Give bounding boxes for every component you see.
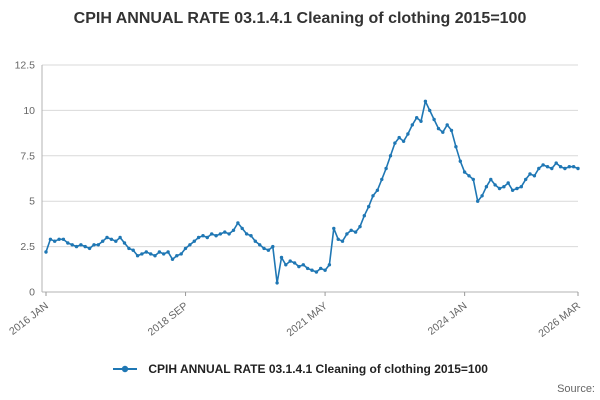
legend-line-marker-icon xyxy=(113,365,138,373)
svg-text:5: 5 xyxy=(29,196,35,208)
svg-text:10: 10 xyxy=(23,105,35,117)
svg-text:2024 JAN: 2024 JAN xyxy=(426,300,470,338)
legend-label: CPIH ANNUAL RATE 03.1.4.1 Cleaning of cl… xyxy=(148,362,488,376)
svg-text:2018 SEP: 2018 SEP xyxy=(146,300,191,339)
chart-title-text: CPIH ANNUAL RATE 03.1.4.1 Cleaning of cl… xyxy=(73,10,527,27)
svg-text:2026 MAR: 2026 MAR xyxy=(536,300,583,340)
svg-text:7.5: 7.5 xyxy=(20,150,35,162)
svg-text:2016 JAN: 2016 JAN xyxy=(7,300,51,338)
svg-text:2.5: 2.5 xyxy=(20,241,35,253)
svg-text:0: 0 xyxy=(29,287,35,299)
svg-text:12.5: 12.5 xyxy=(15,60,36,72)
svg-text:2021 MAY: 2021 MAY xyxy=(285,300,330,339)
source-label: Source: xyxy=(557,383,595,395)
line-chart-canvas: 0 2.5 5 7.5 10 12.5 2016 JAN 2018 SEP 2021 MAY 20… xyxy=(7,60,583,340)
chart-title: CPIH ANNUAL RATE 03.1.4.1 Cleaning of cl… xyxy=(0,8,600,30)
chart-legend: CPIH ANNUAL RATE 03.1.4.1 Cleaning of cl… xyxy=(0,362,600,376)
